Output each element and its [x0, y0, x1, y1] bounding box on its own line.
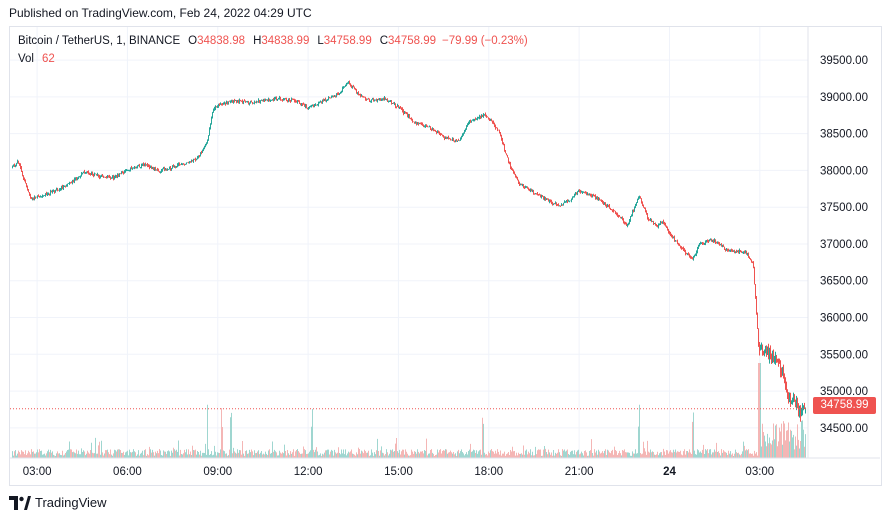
- open-key: O: [188, 35, 198, 47]
- candles: [12, 80, 806, 422]
- close-value: 34758.99: [388, 35, 436, 47]
- brand-name: TradingView: [35, 495, 107, 510]
- y-tick-label: 39000.00: [820, 92, 868, 104]
- x-tick-label: 03:00: [23, 466, 52, 478]
- x-tick-label: 03:00: [745, 466, 774, 478]
- y-tick-label: 34500.00: [820, 423, 868, 435]
- tradingview-logo-icon: [9, 495, 31, 510]
- y-tick-label: 39500.00: [820, 55, 868, 67]
- low-key: L: [317, 35, 324, 47]
- x-tick-label: 24: [663, 466, 676, 478]
- change-value: −79.99 (−0.23%): [442, 35, 528, 47]
- y-tick-label: 36000.00: [820, 313, 868, 325]
- chart-frame: [9, 26, 882, 486]
- y-tick-label: 35500.00: [820, 349, 868, 361]
- x-tick-label: 18:00: [474, 466, 503, 478]
- chart-grid: [10, 27, 808, 458]
- symbol-label[interactable]: Bitcoin / TetherUS, 1, BINANCE: [18, 35, 181, 47]
- x-tick-label: 21:00: [565, 466, 594, 478]
- x-tick-label: 15:00: [384, 466, 413, 478]
- tradingview-brand[interactable]: TradingView: [9, 495, 107, 510]
- x-tick-label: 09:00: [203, 466, 232, 478]
- volume-key[interactable]: Vol: [18, 53, 34, 65]
- x-tick-label: 06:00: [113, 466, 142, 478]
- last-price-tag: 34758.99: [813, 397, 876, 414]
- x-tick-label: 12:00: [294, 466, 323, 478]
- y-tick-label: 38000.00: [820, 165, 868, 177]
- axes: 34500.00 35000.00 35500.00 36000.00 36500.00…: [10, 27, 880, 478]
- open-value: 34838.98: [197, 35, 246, 47]
- published-text: Published on TradingView.com, Feb 24, 20…: [9, 6, 312, 20]
- ohlc-legend: Bitcoin / TetherUS, 1, BINANCE O34838.98 H…: [18, 35, 528, 47]
- high-key: H: [253, 35, 262, 47]
- y-tick-label: 38500.00: [820, 129, 868, 141]
- volume-bars: [12, 363, 806, 458]
- volume-value: 62: [42, 53, 55, 65]
- volume-legend: Vol 62: [18, 53, 55, 65]
- close-key: C: [379, 35, 389, 47]
- low-value: 34758.99: [323, 35, 372, 47]
- y-tick-label: 36500.00: [820, 276, 868, 288]
- y-tick-label: 37500.00: [820, 202, 868, 214]
- high-value: 34838.99: [261, 35, 310, 47]
- y-tick-label: 37000.00: [820, 239, 868, 251]
- y-tick-label: 35000.00: [820, 386, 868, 398]
